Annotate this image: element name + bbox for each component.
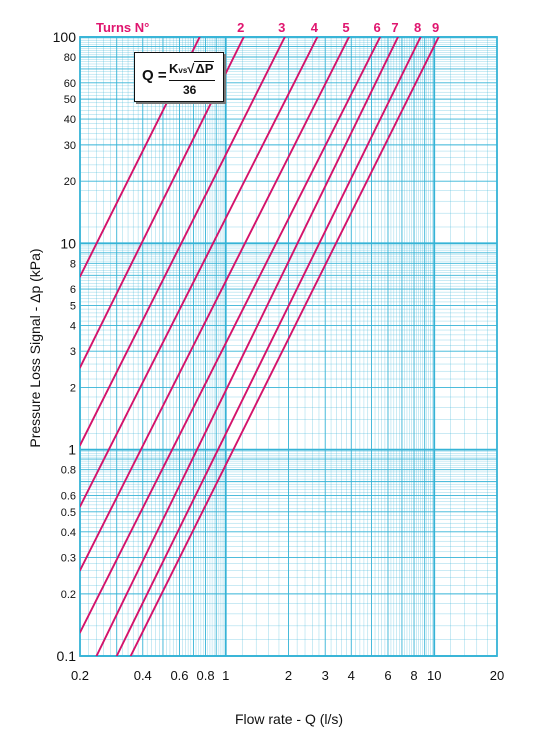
x-tick-label: 6 [384,668,391,683]
x-tick-label: 1 [222,668,229,683]
y-tick-label: 50 [64,94,76,106]
y-tick-labels: 100 80 60 50 40 30 20 10 8 6 5 4 3 2 1 0.8 0.6 0.5 0.4 0.3 0… [53,29,77,664]
y-tick-label: 3 [70,346,76,358]
y-tick-label: 0.3 [61,553,76,565]
series-line-turn-3 [80,37,286,447]
series-lines [80,37,440,656]
x-tick-label: 10 [427,668,441,683]
y-tick-label: 0.6 [61,490,76,502]
turn-label-5: 5 [342,20,349,35]
x-tick-label: 0.2 [71,668,89,683]
y-axis-title: Pressure Loss Signal - Δp (kPa) [27,248,43,447]
y-tick-label: 4 [70,320,76,332]
x-axis-title: Flow rate - Q (l/s) [235,711,343,727]
y-tick-label: 40 [64,114,76,126]
turn-label-2: 2 [237,20,244,35]
series-line-turn-7 [95,37,399,656]
x-tick-label: 20 [490,668,504,683]
series-line-turn-6 [80,37,382,634]
turns-header: Turns N° [96,20,149,35]
x-tick-label: 3 [322,668,329,683]
y-tick-label: 80 [64,52,76,64]
y-tick-label: 8 [70,258,76,270]
y-tick-label: 1 [68,442,76,458]
y-tick-label: 0.4 [61,527,76,539]
y-tick-label: 60 [64,78,76,90]
series-line-turn-5 [80,37,350,572]
y-tick-label: 20 [64,176,76,188]
x-tick-label: 2 [285,668,292,683]
y-tick-label: 0.8 [61,465,76,477]
series-line-turn-8 [115,37,422,656]
fraction-bar [169,80,215,81]
formula-k: K [169,61,179,76]
x-tick-label: 0.8 [196,668,214,683]
turn-label-9: 9 [432,20,439,35]
y-tick-label: 0.1 [57,648,77,664]
series-line-turn-4 [80,37,319,508]
turn-label-3: 3 [278,20,285,35]
formula-root: ΔP [194,61,215,76]
formula-lhs: Q = [142,67,167,84]
x-tick-labels: 0.2 0.4 0.6 0.8 1 2 3 4 6 8 10 20 [71,668,504,683]
y-tick-label: 30 [64,140,76,152]
plot-frame [79,36,498,657]
formula-numerator: Kvs√ΔP [169,61,215,76]
y-tick-label: 5 [70,300,76,312]
formula-sub: vs [178,66,188,75]
turn-label-6: 6 [373,20,380,35]
sqrt-icon: √ [187,61,195,76]
x-tick-label: 8 [410,668,417,683]
y-tick-label: 10 [60,235,76,251]
turn-label-4: 4 [311,20,319,35]
turn-label-7: 7 [391,20,398,35]
y-tick-label: 6 [70,284,76,296]
y-tick-label: 100 [53,29,77,45]
turn-label-8: 8 [414,20,421,35]
y-tick-label: 0.5 [61,507,76,519]
x-tick-label: 0.4 [134,668,152,683]
formula-denominator: 36 [183,83,197,97]
y-tick-label: 2 [70,383,76,395]
series-line-turn-9 [129,37,440,656]
x-tick-label: 4 [348,668,355,683]
formula-box: Q = Kvs√ΔP 36 [134,52,224,102]
x-tick-label: 0.6 [170,668,188,683]
y-tick-label: 0.2 [61,589,76,601]
